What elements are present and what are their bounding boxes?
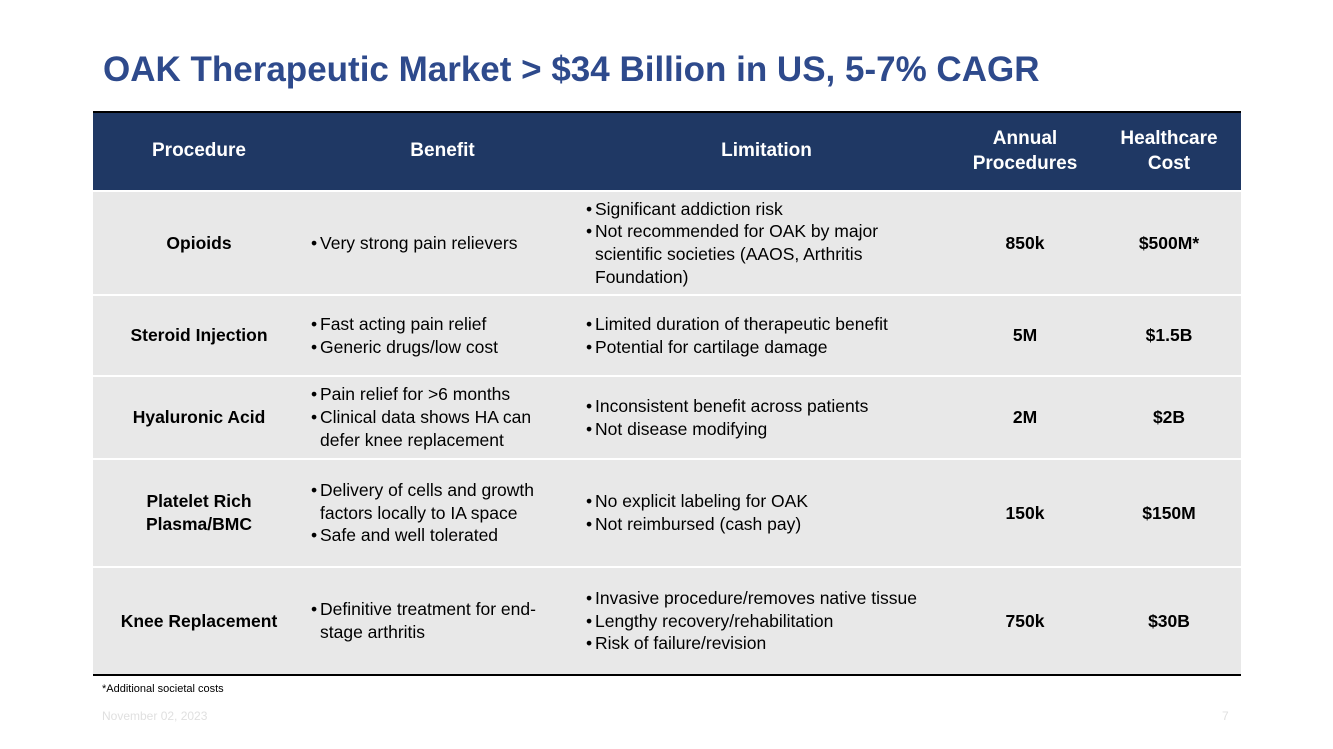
limitation-item: Inconsistent benefit across patients — [586, 395, 947, 418]
limitation-item: Lengthy recovery/rehabilitation — [586, 610, 947, 633]
table-header-row: Procedure Benefit Limitation Annual Proc… — [93, 111, 1241, 191]
limitation-list: Invasive procedure/removes native tissue… — [586, 587, 947, 655]
benefit-item: Generic drugs/low cost — [311, 336, 574, 359]
limitation-item: Not disease modifying — [586, 418, 947, 441]
limitation-cell: No explicit labeling for OAK Not reimbur… — [580, 459, 953, 567]
limitation-item: Limited duration of therapeutic benefit — [586, 313, 947, 336]
limitation-cell: Significant addiction risk Not recommend… — [580, 191, 953, 295]
benefit-cell: Fast acting pain relief Generic drugs/lo… — [305, 295, 580, 376]
benefit-list: Delivery of cells and growth factors loc… — [311, 479, 574, 547]
header-benefit: Benefit — [305, 111, 580, 191]
header-procedure: Procedure — [93, 111, 305, 191]
limitation-item: Potential for cartilage damage — [586, 336, 947, 359]
table-row-knee-replacement: Knee Replacement Definitive treatment fo… — [93, 567, 1241, 675]
limitation-item: Not reimbursed (cash pay) — [586, 513, 947, 536]
benefit-item: Safe and well tolerated — [311, 524, 574, 547]
annual-procedures-value: 750k — [1005, 610, 1045, 631]
benefit-list: Fast acting pain relief Generic drugs/lo… — [311, 313, 574, 359]
benefit-item: Delivery of cells and growth factors loc… — [311, 479, 574, 525]
limitation-cell: Inconsistent benefit across patients Not… — [580, 376, 953, 459]
annual-procedures-value: 2M — [1012, 407, 1038, 428]
benefit-item: Pain relief for >6 months — [311, 383, 574, 406]
limitation-item: Invasive procedure/removes native tissue — [586, 587, 947, 610]
healthcare-cost-value: $150M — [1142, 502, 1196, 523]
limitation-cell: Invasive procedure/removes native tissue… — [580, 567, 953, 675]
limitation-cell: Limited duration of therapeutic benefit … — [580, 295, 953, 376]
table-row-hyaluronic-acid: Hyaluronic Acid Pain relief for >6 month… — [93, 376, 1241, 459]
benefit-list: Pain relief for >6 months Clinical data … — [311, 383, 574, 451]
benefit-list: Definitive treatment for end-stage arthr… — [311, 598, 574, 644]
healthcare-cost-value: $500M* — [1138, 232, 1200, 253]
table-row-platelet-rich-plasma: Platelet Rich Plasma/BMC Delivery of cel… — [93, 459, 1241, 567]
procedure-name: Knee Replacement — [120, 610, 278, 631]
footnote: *Additional societal costs — [102, 683, 224, 695]
benefit-item: Clinical data shows HA can defer knee re… — [311, 406, 574, 452]
annual-procedures-value: 850k — [1005, 232, 1045, 253]
header-limitation: Limitation — [580, 111, 953, 191]
limitation-list: Inconsistent benefit across patients Not… — [586, 395, 947, 441]
procedure-name: Hyaluronic Acid — [132, 407, 266, 428]
slide-date: November 02, 2023 — [102, 709, 208, 723]
benefit-item: Definitive treatment for end-stage arthr… — [311, 598, 574, 644]
benefit-cell: Very strong pain relievers — [305, 191, 580, 295]
header-healthcare-cost: Healthcare Cost — [1097, 111, 1241, 191]
annual-procedures-value: 150k — [1005, 502, 1045, 523]
limitation-list: No explicit labeling for OAK Not reimbur… — [586, 490, 947, 536]
page-number: 7 — [1222, 709, 1229, 723]
limitation-item: No explicit labeling for OAK — [586, 490, 947, 513]
limitation-list: Significant addiction risk Not recommend… — [586, 198, 947, 289]
annual-procedures-value: 5M — [1012, 325, 1038, 346]
limitation-item: Significant addiction risk — [586, 198, 947, 221]
benefit-cell: Pain relief for >6 months Clinical data … — [305, 376, 580, 459]
procedure-name: Platelet Rich Plasma/BMC — [145, 491, 252, 534]
procedure-name: Opioids — [166, 232, 232, 253]
header-annual-procedures: Annual Procedures — [953, 111, 1097, 191]
limitation-item: Not recommended for OAK by major scienti… — [586, 220, 947, 288]
table-row-opioids: Opioids Very strong pain relievers Signi… — [93, 191, 1241, 295]
benefit-cell: Definitive treatment for end-stage arthr… — [305, 567, 580, 675]
limitation-list: Limited duration of therapeutic benefit … — [586, 313, 947, 359]
slide-title: OAK Therapeutic Market > $34 Billion in … — [103, 50, 1040, 89]
market-table: Procedure Benefit Limitation Annual Proc… — [93, 111, 1241, 676]
benefit-cell: Delivery of cells and growth factors loc… — [305, 459, 580, 567]
benefit-list: Very strong pain relievers — [311, 232, 574, 255]
healthcare-cost-value: $1.5B — [1145, 325, 1193, 346]
procedure-name: Steroid Injection — [130, 325, 268, 346]
benefit-item: Fast acting pain relief — [311, 313, 574, 336]
limitation-item: Risk of failure/revision — [586, 632, 947, 655]
healthcare-cost-value: $2B — [1152, 407, 1186, 428]
healthcare-cost-value: $30B — [1148, 610, 1190, 631]
table-row-steroid-injection: Steroid Injection Fast acting pain relie… — [93, 295, 1241, 376]
benefit-item: Very strong pain relievers — [311, 232, 574, 255]
